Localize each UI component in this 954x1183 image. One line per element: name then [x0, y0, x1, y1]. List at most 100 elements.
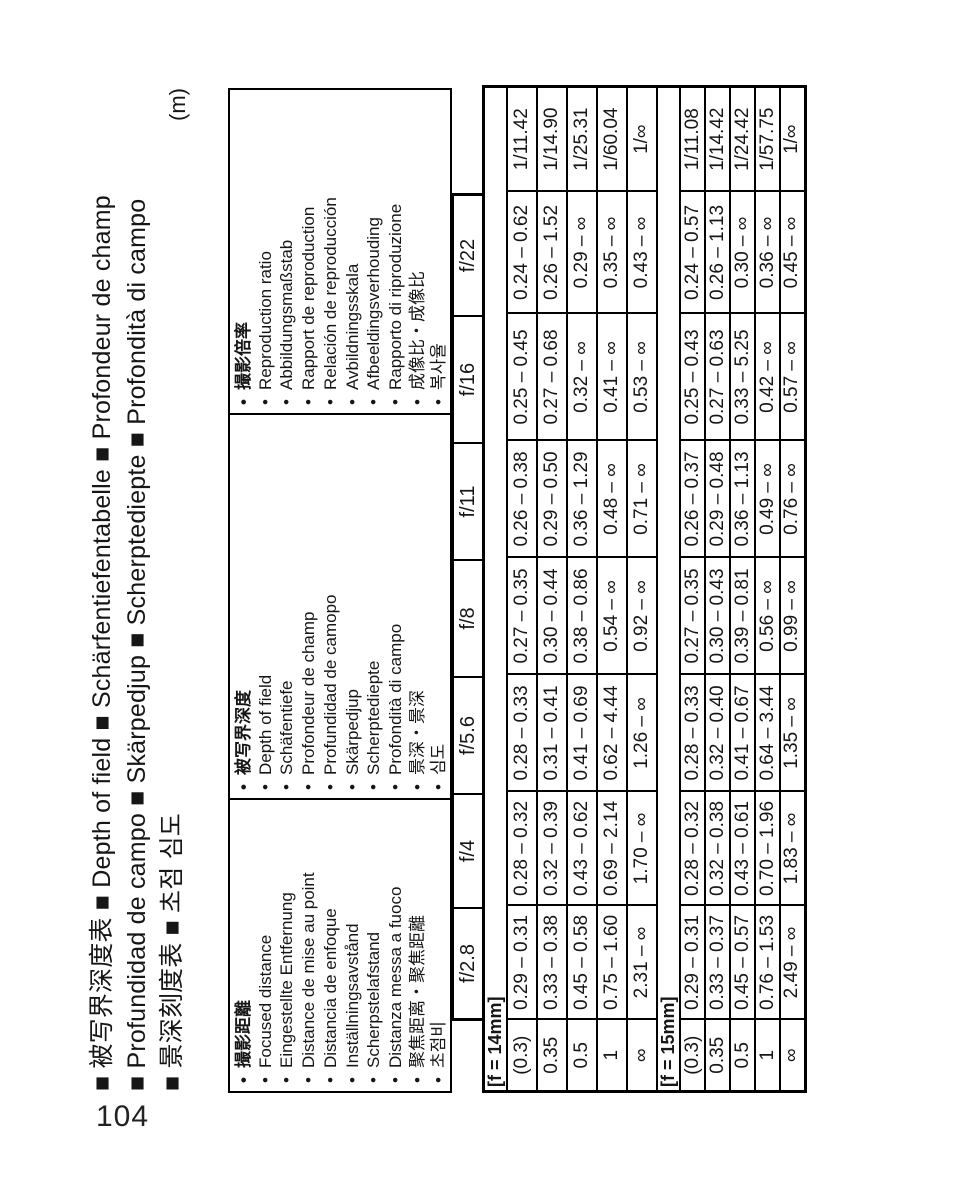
dof-range-cell: 0.43 – 0.61: [730, 791, 755, 906]
dof-range-cell: 0.71 – ∞: [627, 440, 657, 558]
dof-range-cell: 0.76 – 1.53: [755, 905, 780, 1020]
dof-range-cell: 0.28 – 0.32: [680, 791, 705, 906]
distance-label: 0.35: [537, 1019, 567, 1092]
dof-range-cell: 0.69 – 2.14: [597, 791, 627, 906]
header-spacer: [452, 88, 482, 193]
ratio-cell: 1/57.75: [755, 86, 780, 192]
table-row: 1 0.76 – 1.53 0.70 – 1.96 0.64 – 3.44 0.…: [755, 86, 780, 1092]
dof-range-cell: 0.41 – 0.69: [567, 674, 597, 792]
ratio-cell: 1/25.31: [567, 86, 597, 192]
dof-range-cell: 0.36 – 1.29: [567, 440, 597, 558]
dof-range-cell: 2.31 – ∞: [627, 905, 657, 1020]
dof-range-cell: 0.33 – 0.38: [537, 905, 567, 1020]
title-line: ■ Profundidad de campo ■ Skärpedjup ■ Sc…: [123, 198, 151, 1091]
title-line: ■ 被写界深度表 ■ Depth of field ■ Schärfentief…: [88, 195, 116, 1091]
distance-label: 1: [755, 1019, 780, 1092]
header-spacer: [452, 1021, 482, 1093]
dof-range-cell: 0.28 – 0.32: [507, 791, 537, 906]
distance-label: ∞: [780, 1019, 805, 1092]
legend-box: 撮影距離 Focused distance Eingestellte Entfe…: [228, 88, 452, 1093]
dof-range-cell: 0.38 – 0.86: [567, 557, 597, 675]
dof-range-cell: 0.43 – 0.62: [567, 791, 597, 906]
legend-item: 撮影倍率: [233, 90, 255, 405]
legend-item: Focused distance: [255, 800, 277, 1083]
legend-item: Relación de reproducción: [320, 90, 342, 405]
dof-range-cell: 0.45 – 0.57: [730, 905, 755, 1020]
legend-panel-depth-of-field: 被写界深度 Depth of field Schäfentiefe Profon…: [230, 415, 450, 800]
legend-item: 복사율: [428, 90, 450, 405]
dof-range-cell: 0.30 – 0.43: [705, 557, 730, 675]
dof-data-table: [f = 14mm] (0.3) 0.29 – 0.31 0.28 – 0.32…: [482, 84, 807, 1093]
distance-label: 0.35: [705, 1019, 730, 1092]
legend-item: 聚焦距离・聚焦距離: [407, 800, 429, 1083]
dof-range-cell: 0.27 – 0.63: [705, 313, 730, 441]
legend-item: Eingestellte Entfernung: [276, 800, 298, 1083]
legend-item: 被写界深度: [233, 415, 255, 790]
dof-range-cell: 0.32 – 0.39: [537, 791, 567, 906]
dof-range-cell: 0.32 – 0.40: [705, 674, 730, 792]
dof-range-cell: 0.54 – ∞: [597, 557, 627, 675]
dof-range-cell: 0.29 – 0.31: [507, 905, 537, 1020]
aperture-header: f/4: [452, 793, 482, 907]
legend-item: 심도: [428, 415, 450, 790]
distance-label: ∞: [627, 1019, 657, 1092]
aperture-header-row: f/2.8 f/4 f/5.6 f/8 f/11 f/16 f/22: [452, 88, 482, 1093]
dof-range-cell: 0.27 – 0.35: [680, 557, 705, 675]
dof-range-cell: 0.26 – 1.13: [705, 191, 730, 314]
table-row: 0.35 0.33 – 0.37 0.32 – 0.38 0.32 – 0.40…: [705, 86, 730, 1092]
legend-item: Scherpstelafstand: [363, 800, 385, 1083]
dof-range-cell: 0.35 – ∞: [597, 191, 627, 314]
dof-range-cell: 0.25 – 0.43: [680, 313, 705, 441]
ratio-cell: 1/∞: [627, 86, 657, 192]
legend-item: Distance de mise au point: [298, 800, 320, 1083]
distance-label: 0.5: [567, 1019, 597, 1092]
dof-range-cell: 0.26 – 1.52: [537, 191, 567, 314]
dof-range-cell: 0.29 – 0.48: [705, 440, 730, 558]
legend-item: 撮影距離: [233, 800, 255, 1083]
dof-range-cell: 0.45 – 0.58: [567, 905, 597, 1020]
table-row: 0.35 0.33 – 0.38 0.32 – 0.39 0.31 – 0.41…: [537, 86, 567, 1092]
dof-range-cell: 0.41 – 0.67: [730, 674, 755, 792]
legend-item: Profondeur de champ: [298, 415, 320, 790]
dof-range-cell: 0.32 – 0.38: [705, 791, 730, 906]
dof-range-cell: 0.48 – ∞: [597, 440, 627, 558]
legend-item: Inställningsavstånd: [342, 800, 364, 1083]
dof-range-cell: 0.27 – 0.35: [507, 557, 537, 675]
legend-item: 景深・景深: [407, 415, 429, 790]
section-label: [f = 14mm]: [483, 86, 507, 1092]
legend-item: Avbildningsskala: [342, 90, 364, 405]
title-line: ■ 景深刻度表 ■ 초점 심도: [158, 813, 186, 1091]
dof-range-cell: 0.28 – 0.33: [507, 674, 537, 792]
legend-item: Distanza messa a fuoco: [385, 800, 407, 1083]
dof-range-cell: 0.70 – 1.96: [755, 791, 780, 906]
rotated-page-content: ■ 被写界深度表 ■ Depth of field ■ Schärfentief…: [85, 84, 807, 1093]
unit-label: (m): [165, 88, 190, 121]
legend-item: Rapporto di riproduzione: [385, 90, 407, 405]
dof-range-cell: 0.92 – ∞: [627, 557, 657, 675]
dof-range-cell: 0.33 – 0.37: [705, 905, 730, 1020]
dof-range-cell: 0.28 – 0.33: [680, 674, 705, 792]
section-row: [f = 15mm]: [657, 86, 680, 1092]
ratio-cell: 1/11.08: [680, 86, 705, 192]
dof-range-cell: 0.30 – 0.44: [537, 557, 567, 675]
dof-range-cell: 1.35 – ∞: [780, 674, 805, 792]
page-title: ■ 被写界深度表 ■ Depth of field ■ Schärfentief…: [85, 195, 190, 1091]
dof-range-cell: 0.41 – ∞: [597, 313, 627, 441]
dof-range-cell: 0.24 – 0.62: [507, 191, 537, 314]
table-row: (0.3) 0.29 – 0.31 0.28 – 0.32 0.28 – 0.3…: [680, 86, 705, 1092]
dof-range-cell: 0.29 – 0.50: [537, 440, 567, 558]
legend-panel-reproduction-ratio: 撮影倍率 Reproduction ratio Abbildungsmaßsta…: [230, 90, 450, 415]
legend-item: 초점비: [428, 800, 450, 1083]
dof-range-cell: 0.62 – 4.44: [597, 674, 627, 792]
aperture-header: f/2.8: [452, 907, 482, 1021]
dof-range-cell: 1.70 – ∞: [627, 791, 657, 906]
ratio-cell: 1/14.42: [705, 86, 730, 192]
table-row: ∞ 2.31 – ∞ 1.70 – ∞ 1.26 – ∞ 0.92 – ∞ 0.…: [627, 86, 657, 1092]
aperture-header: f/16: [452, 315, 482, 442]
depth-of-field-table: f/2.8 f/4 f/5.6 f/8 f/11 f/16 f/22 [f = …: [452, 84, 807, 1093]
dof-range-cell: 0.26 – 0.37: [680, 440, 705, 558]
dof-range-cell: 0.29 – 0.31: [680, 905, 705, 1020]
dof-range-cell: 0.49 – ∞: [755, 440, 780, 558]
ratio-cell: 1/24.42: [730, 86, 755, 192]
ratio-cell: 1/14.90: [537, 86, 567, 192]
